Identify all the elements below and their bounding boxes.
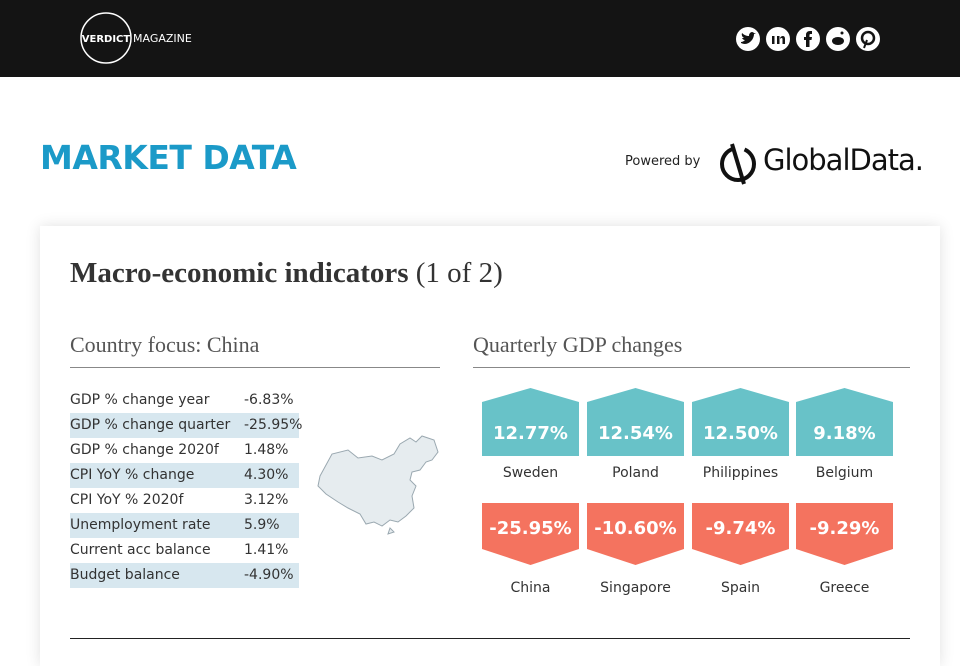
divider: [473, 367, 910, 368]
indicator-label: Budget balance: [70, 567, 180, 583]
gdp-tile: -25.95% China: [482, 503, 579, 596]
pinterest-icon[interactable]: [856, 27, 880, 51]
tile-country: Poland: [612, 465, 659, 481]
gdp-heading: Quarterly GDP changes: [473, 332, 683, 357]
tile-value: -9.74%: [706, 518, 776, 539]
table-row: GDP % change year -6.83%: [70, 388, 299, 413]
tile-value: 12.77%: [493, 423, 568, 444]
indicator-value: 3.12%: [244, 492, 289, 508]
indicator-value: 5.9%: [244, 517, 280, 533]
table-row: CPI YoY % change 4.30%: [70, 463, 299, 488]
indicator-value: -4.90%: [244, 567, 294, 583]
indicator-value: 4.30%: [244, 467, 289, 483]
tile-value: -10.60%: [594, 518, 676, 539]
tile-shape: [692, 388, 789, 456]
tile-value: 12.54%: [598, 423, 673, 444]
indicator-label: Current acc balance: [70, 542, 211, 558]
pinterest-glyph: [860, 30, 876, 46]
linkedin-glyph: [777, 36, 785, 44]
logo-text[interactable]: VERDICT: [82, 34, 131, 45]
tile-country: Singapore: [600, 580, 671, 596]
indicator-label: CPI YoY % change: [70, 467, 195, 483]
tile-shape: [482, 388, 579, 456]
brand-ring: [720, 146, 756, 182]
indicator-label: GDP % change 2020f: [70, 442, 219, 458]
tile-country: China: [511, 580, 551, 596]
table-row: Current acc balance 1.41%: [70, 538, 299, 563]
tile-shape: [587, 503, 684, 565]
logo-suffix[interactable]: MAGAZINE: [133, 32, 192, 45]
site-header: VERDICT MAGAZINE: [0, 0, 960, 77]
indicator-value: -6.83%: [244, 392, 294, 408]
gdp-tile: 12.54% Poland: [587, 388, 684, 481]
gdp-tile: -10.60% Singapore: [587, 503, 684, 596]
table-row: Unemployment rate 5.9%: [70, 513, 299, 538]
twitter-glyph: [741, 32, 756, 44]
tile-shape: [482, 503, 579, 565]
tile-value: -25.95%: [489, 518, 571, 539]
table-row: GDP % change quarter -25.95%: [70, 413, 303, 438]
reddit-glyph: [840, 31, 844, 35]
tile-country: Spain: [721, 580, 760, 596]
reddit-glyph: [832, 37, 844, 45]
logo-ring: [80, 12, 132, 64]
section-title: MARKET DATA: [40, 138, 297, 177]
globaldata-mark: [720, 143, 756, 185]
brand-slash: [730, 143, 746, 185]
country-heading: Country focus: China: [70, 332, 260, 357]
card-subtitle: (1 of 2): [415, 257, 503, 289]
header-graphics: VERDICT MAGAZINE: [80, 12, 880, 64]
brand-name[interactable]: GlobalData.: [763, 143, 924, 177]
divider: [70, 638, 910, 639]
linkedin-glyph: [772, 36, 775, 44]
map-shape: [317, 435, 439, 535]
facebook-glyph: [804, 31, 812, 47]
tile-country: Philippines: [703, 465, 778, 481]
tile-country: Belgium: [816, 465, 873, 481]
tile-shape: [587, 388, 684, 456]
tile-country: Sweden: [503, 465, 558, 481]
gdp-tiles: 12.77% Sweden 12.54% Poland 12.50% Philippine…: [482, 388, 893, 596]
tile-value: 9.18%: [813, 423, 875, 444]
indicator-value: 1.48%: [244, 442, 289, 458]
social-icons: [736, 27, 880, 51]
indicator-label: Unemployment rate: [70, 517, 211, 533]
tile-value: 12.50%: [703, 423, 778, 444]
indicator-label: CPI YoY % 2020f: [70, 492, 184, 508]
table-row: CPI YoY % 2020f 3.12%: [70, 488, 299, 513]
tile-shape: [796, 503, 893, 565]
china-map: [317, 435, 439, 535]
indicator-value: 1.41%: [244, 542, 289, 558]
gdp-tile: 9.18% Belgium: [796, 388, 893, 481]
gdp-tile: 12.77% Sweden: [482, 388, 579, 481]
gdp-tile: -9.29% Greece: [796, 503, 893, 596]
tile-shape: [692, 503, 789, 565]
indicator-label: GDP % change year: [70, 392, 210, 408]
tile-country: Greece: [820, 580, 870, 596]
gdp-tile: -9.74% Spain: [692, 503, 789, 596]
indicator-value: -25.95%: [244, 417, 303, 433]
table-row: Budget balance -4.90%: [70, 563, 299, 588]
tile-shape: [796, 388, 893, 456]
gdp-tile: 12.50% Philippines: [692, 388, 789, 481]
pinterest-glyph: [863, 39, 868, 49]
tile-value: -9.29%: [810, 518, 880, 539]
indicator-label: GDP % change quarter: [70, 417, 231, 433]
card-title-main: Macro-economic indicators: [70, 257, 409, 289]
powered-by: Powered by: [625, 154, 701, 169]
divider: [70, 367, 440, 368]
table-row: GDP % change 2020f 1.48%: [70, 438, 299, 463]
card-title: Macro-economic indicators (1 of 2): [70, 257, 503, 290]
